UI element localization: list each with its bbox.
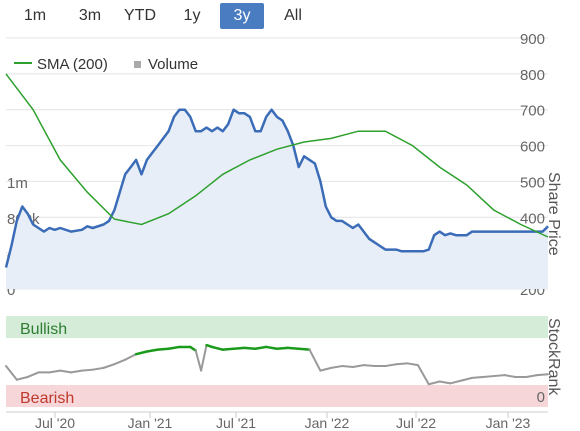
- legend-volume-label: Volume: [148, 56, 199, 73]
- stockrank-segment: [124, 353, 138, 361]
- volume-tick-label-0: 0: [7, 282, 15, 299]
- range-selector: 1m 3m YTD 1y 3y All: [0, 0, 330, 34]
- stockrank-segment: [384, 363, 398, 368]
- stockrank-segment: [243, 346, 257, 351]
- bearish-label: Bearish: [20, 390, 74, 407]
- stockrank-segment: [330, 365, 344, 369]
- volume-tick-label-3: 1m: [7, 175, 28, 192]
- stockrank-segment: [15, 375, 29, 381]
- range-1y-button[interactable]: 1y: [183, 7, 201, 24]
- stockrank-segment: [275, 346, 290, 351]
- range-3m-button[interactable]: 3m: [78, 7, 102, 24]
- stockrank-segment: [406, 362, 419, 367]
- legend-sma-label: SMA (200): [37, 56, 108, 73]
- share-price-axis-title: Share Price: [545, 172, 562, 256]
- stockrank-segment: [492, 374, 506, 378]
- sma-swatch: [14, 62, 32, 65]
- stockrank-segment: [5, 365, 18, 381]
- x-tick-label-4: Jul '22: [396, 415, 436, 431]
- sma-line: [5, 73, 549, 238]
- stockrank-segment: [200, 344, 208, 372]
- stockrank-segment: [70, 369, 83, 374]
- stockrank-segment: [102, 363, 116, 369]
- stockrank-axis-title: StockRank: [545, 318, 562, 396]
- x-tick-label-1: Jan '21: [128, 415, 173, 431]
- stockrank-segment: [319, 366, 333, 372]
- range-1m-button[interactable]: 1m: [23, 7, 47, 24]
- stockrank-segment: [113, 358, 127, 366]
- x-tick-label-2: Jul '21: [216, 415, 256, 431]
- stockrank-segment: [286, 346, 300, 351]
- stockrank-segment: [91, 366, 105, 371]
- stockrank-segment: [59, 369, 73, 374]
- stockrank-segment: [194, 349, 203, 372]
- bullish-zone: [6, 316, 548, 338]
- volume-swatch: [134, 60, 141, 68]
- stockrank-segment: [156, 347, 170, 351]
- price-tick-label-6: 800: [520, 67, 545, 84]
- stockrank-segment: [80, 368, 94, 372]
- stockrank-segment: [362, 364, 376, 368]
- legend-sma[interactable]: SMA (200): [14, 56, 108, 73]
- bullish-label: Bullish: [20, 321, 67, 338]
- range-ytd-button[interactable]: YTD: [124, 7, 156, 24]
- stockrank-segment: [264, 345, 279, 351]
- stockrank-segment: [449, 379, 463, 385]
- range-3y-button[interactable]: 3y: [220, 3, 264, 29]
- stockrank-segment: [26, 371, 40, 378]
- x-tick-label-3: Jan '22: [305, 415, 350, 431]
- stockrank-segment: [221, 347, 235, 351]
- price-tick-label-4: 600: [520, 139, 545, 156]
- stockrank-segment: [471, 375, 484, 379]
- stockrank-segment: [536, 373, 549, 377]
- x-tick-label-5: Jan '23: [486, 415, 531, 431]
- price-tick-label-5: 700: [520, 103, 545, 120]
- price-tick-label-2: 400: [520, 210, 545, 227]
- stockrank-segment: [416, 364, 430, 386]
- range-all-button[interactable]: All: [284, 7, 302, 24]
- bearish-zone: [6, 385, 548, 407]
- stockrank-segment: [460, 376, 474, 382]
- stockrank-segment: [254, 345, 268, 351]
- stockrank-segment: [134, 350, 149, 356]
- stockrank-segment: [210, 345, 225, 351]
- price-tick-label-3: 500: [520, 174, 545, 191]
- price-line: [4, 108, 549, 268]
- legend-volume[interactable]: Volume: [134, 56, 198, 73]
- stockrank-segment: [308, 348, 322, 372]
- stockrank-segment: [438, 380, 452, 385]
- stockrank-segment: [297, 347, 311, 351]
- stockrank-segment: [341, 365, 354, 368]
- stockrank-segment: [232, 346, 246, 351]
- x-tick-label-0: Jul '20: [35, 415, 75, 431]
- stockrank-segment: [427, 380, 441, 386]
- stockrank-segment: [503, 374, 517, 378]
- price-area: [6, 109, 548, 289]
- stockrank-segment: [48, 369, 62, 374]
- stockrank-segment: [189, 345, 197, 352]
- stockrank-segment: [395, 362, 409, 366]
- stockrank-segment: [525, 374, 539, 378]
- stockrank-segment: [351, 364, 365, 368]
- stockrank-tick-label: 0: [537, 389, 545, 406]
- price-tick-label-7: 900: [520, 31, 545, 48]
- stockrank-segment: [145, 348, 160, 353]
- stockrank-segment: [481, 375, 495, 378]
- stockrank-segment: [167, 345, 181, 351]
